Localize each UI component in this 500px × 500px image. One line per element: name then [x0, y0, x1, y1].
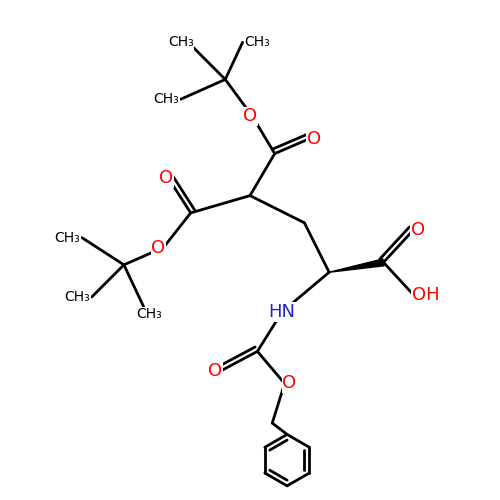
Text: CH₃: CH₃: [136, 308, 162, 322]
Text: O: O: [208, 362, 222, 380]
Text: CH₃: CH₃: [168, 36, 194, 50]
Text: O: O: [307, 130, 322, 148]
Text: O: O: [411, 221, 425, 239]
Polygon shape: [329, 259, 384, 272]
Text: CH₃: CH₃: [64, 290, 90, 304]
Text: CH₃: CH₃: [54, 230, 80, 244]
Text: CH₃: CH₃: [244, 36, 270, 50]
Text: O: O: [282, 374, 296, 392]
Text: O: O: [243, 108, 257, 126]
Text: HN: HN: [268, 303, 295, 321]
Text: CH₃: CH₃: [153, 92, 179, 106]
Text: O: O: [159, 170, 173, 188]
Text: O: O: [152, 238, 166, 256]
Text: OH: OH: [412, 286, 440, 304]
